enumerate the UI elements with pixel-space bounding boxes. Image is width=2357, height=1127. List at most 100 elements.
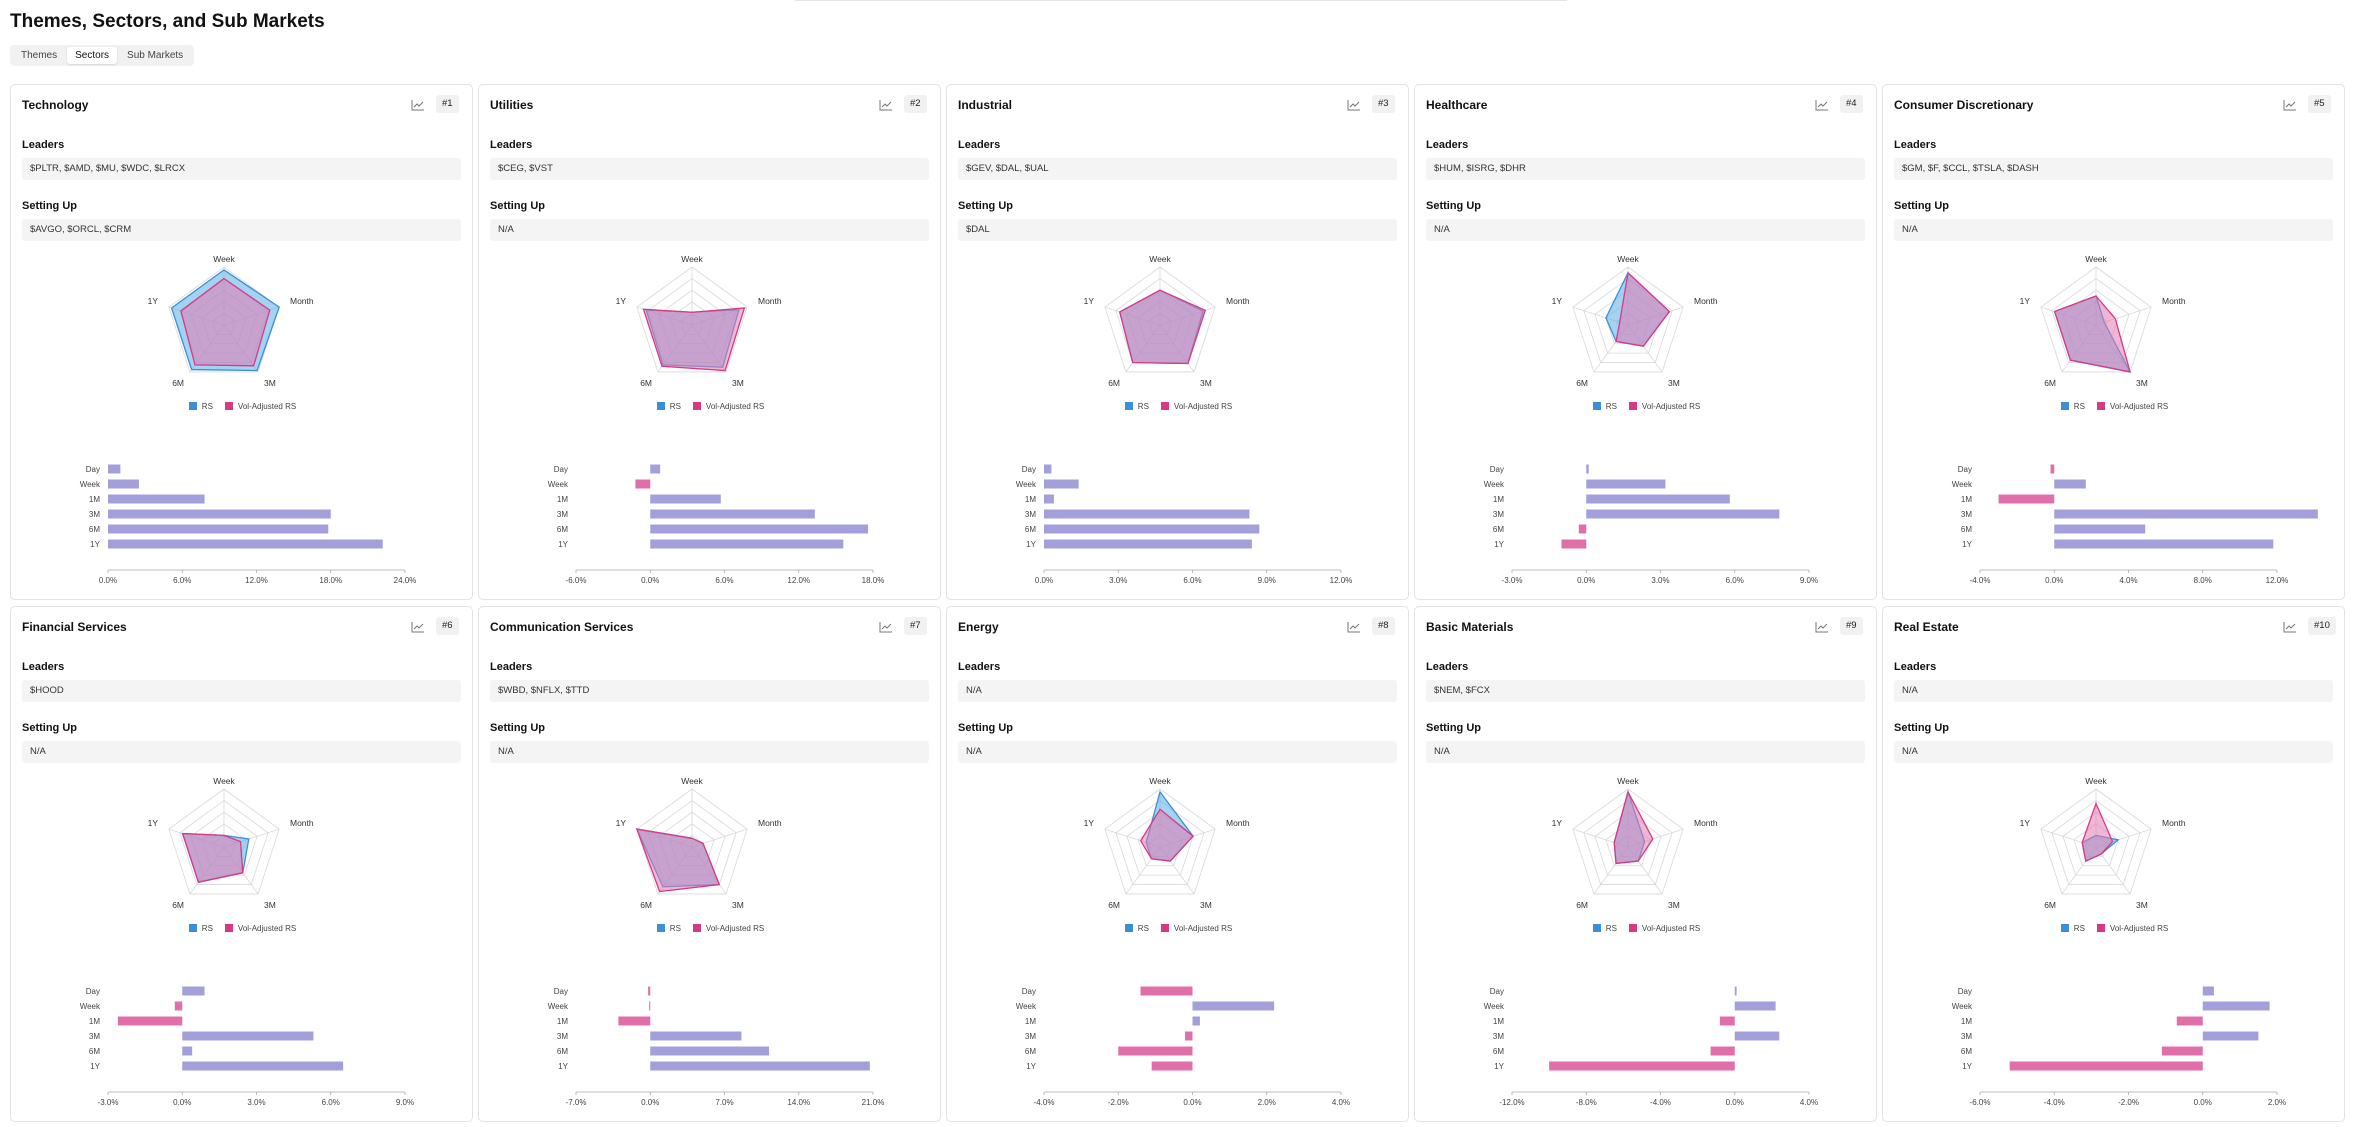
radar-axis-label: 3M xyxy=(1668,378,1680,388)
x-tick-label: 9.0% xyxy=(1258,576,1276,585)
radar-grid-ring xyxy=(1115,800,1205,885)
rank-badge: #2 xyxy=(904,95,927,113)
bar-6m xyxy=(1044,524,1260,534)
y-category-label: 1M xyxy=(1493,495,1504,504)
vol-adjusted-rs-series xyxy=(1118,289,1207,365)
radar-axis-label: 3M xyxy=(2136,378,2148,388)
radar-axis-label: 6M xyxy=(1576,378,1588,388)
y-category-label: Week xyxy=(1016,1002,1037,1011)
y-category-label: Day xyxy=(554,987,568,996)
line-chart-icon[interactable] xyxy=(411,621,425,633)
bar-1m xyxy=(1192,1016,1200,1026)
leaders-label: Leaders xyxy=(490,139,533,151)
bar-day xyxy=(108,464,121,474)
y-category-label: 3M xyxy=(1025,1032,1036,1041)
legend-label: RS xyxy=(1137,924,1149,933)
radar-axis-label: 6M xyxy=(1576,900,1588,910)
x-tick-label: -4.0% xyxy=(1650,1098,1671,1107)
setting-up-tickers: $DAL xyxy=(958,219,1397,241)
x-tick-label: 0.0% xyxy=(2194,1098,2212,1107)
radar-grid-ring xyxy=(2040,266,2152,373)
bar-week xyxy=(2054,479,2086,489)
setting-up-tickers: N/A xyxy=(490,741,929,763)
bar-1y xyxy=(1151,1061,1193,1071)
legend-item-rs: RS xyxy=(656,924,681,933)
y-category-label: 1M xyxy=(557,495,568,504)
x-tick-label: -6.0% xyxy=(566,576,587,585)
radar-axis-label: 1Y xyxy=(1084,296,1095,306)
y-category-label: Day xyxy=(1958,987,1972,996)
rank-badge: #8 xyxy=(1372,617,1395,635)
y-category-label: 1M xyxy=(89,495,100,504)
radar-chart: Week Month 3M 6M 1Y xyxy=(1552,254,1718,388)
y-category-label: 1Y xyxy=(558,1062,568,1071)
y-category-label: 1Y xyxy=(1962,540,1972,549)
line-chart-icon[interactable] xyxy=(879,99,893,111)
legend-swatch xyxy=(1592,924,1601,932)
rank-badge: #7 xyxy=(904,617,927,635)
y-category-label: 3M xyxy=(1961,510,1972,519)
line-chart-icon[interactable] xyxy=(1347,621,1361,633)
radar-axis-label: 6M xyxy=(172,378,184,388)
legend-item-vol-adjusted-rs: Vol-Adjusted RS xyxy=(1160,924,1233,933)
y-category-label: Day xyxy=(1022,465,1036,474)
y-category-label: 1M xyxy=(1025,495,1036,504)
x-tick-label: 6.0% xyxy=(173,576,191,585)
leaders-label: Leaders xyxy=(1894,139,1937,151)
line-chart-icon[interactable] xyxy=(879,621,893,633)
y-category-label: 3M xyxy=(89,510,100,519)
radar-axis-label: 1Y xyxy=(616,296,627,306)
radar-axis-label: 6M xyxy=(172,900,184,910)
radar-axis-label: Month xyxy=(1226,296,1250,306)
radar-axis-label: Month xyxy=(1226,818,1250,828)
x-tick-label: -12.0% xyxy=(1499,1098,1524,1107)
vol-adjusted-rs-series xyxy=(181,832,244,883)
leaders-label: Leaders xyxy=(1894,661,1937,673)
sector-title: Healthcare xyxy=(1426,98,1488,112)
leaders-tickers: $HOOD xyxy=(22,680,461,702)
radar-chart: Week Month 3M 6M 1Y xyxy=(148,776,314,910)
legend-item-rs: RS xyxy=(1592,924,1617,933)
line-chart-icon[interactable] xyxy=(1347,99,1361,111)
line-chart-icon[interactable] xyxy=(1815,621,1829,633)
y-category-label: 1M xyxy=(1025,1017,1036,1026)
bar-week xyxy=(1044,479,1079,489)
x-tick-label: -4.0% xyxy=(1970,576,1991,585)
setting-up-label: Setting Up xyxy=(958,200,1013,212)
radar-axis-label: Week xyxy=(1617,254,1639,264)
line-chart-icon[interactable] xyxy=(2283,99,2297,111)
sector-title: Utilities xyxy=(490,98,534,112)
y-category-label: Week xyxy=(80,480,101,489)
line-chart-icon[interactable] xyxy=(2283,621,2297,633)
y-category-label: 6M xyxy=(89,1047,100,1056)
bar-3m xyxy=(2202,1031,2259,1041)
bar-1m xyxy=(1998,494,2055,504)
tab-themes[interactable]: Themes xyxy=(21,50,58,61)
legend-swatch xyxy=(1592,402,1601,410)
radar-axis-label: Month xyxy=(290,296,314,306)
bar-day xyxy=(2050,464,2055,474)
tab-sectors[interactable]: Sectors xyxy=(67,47,118,64)
legend-label: RS xyxy=(2073,924,2085,933)
returns-bar-chart: -7.0% 0.0% 7.0% 14.0% 21.0% Day Week 1M 3M 6M 1Y xyxy=(548,986,885,1107)
x-tick-label: 6.0% xyxy=(715,576,733,585)
radar-axis-label: 3M xyxy=(264,378,276,388)
line-chart-icon[interactable] xyxy=(1815,99,1829,111)
leaders-label: Leaders xyxy=(22,139,65,151)
y-category-label: Week xyxy=(1016,480,1037,489)
chart-legend: RS Vol-Adjusted RS xyxy=(479,924,942,933)
x-tick-label: 21.0% xyxy=(862,1098,885,1107)
line-chart-icon[interactable] xyxy=(411,99,425,111)
radar-chart: Week Month 3M 6M 1Y xyxy=(616,776,782,910)
setting-up-label: Setting Up xyxy=(1894,722,1949,734)
legend-item-rs: RS xyxy=(188,924,213,933)
bar-day xyxy=(2202,986,2214,996)
radar-axis-label: 3M xyxy=(732,900,744,910)
x-tick-label: 9.0% xyxy=(1800,576,1818,585)
legend-label: Vol-Adjusted RS xyxy=(1173,924,1233,933)
y-category-label: Week xyxy=(1484,1002,1505,1011)
bar-week xyxy=(635,479,651,489)
tab-sub-markets[interactable]: Sub Markets xyxy=(127,50,184,61)
leaders-label: Leaders xyxy=(958,661,1001,673)
x-tick-label: 0.0% xyxy=(1183,1098,1201,1107)
